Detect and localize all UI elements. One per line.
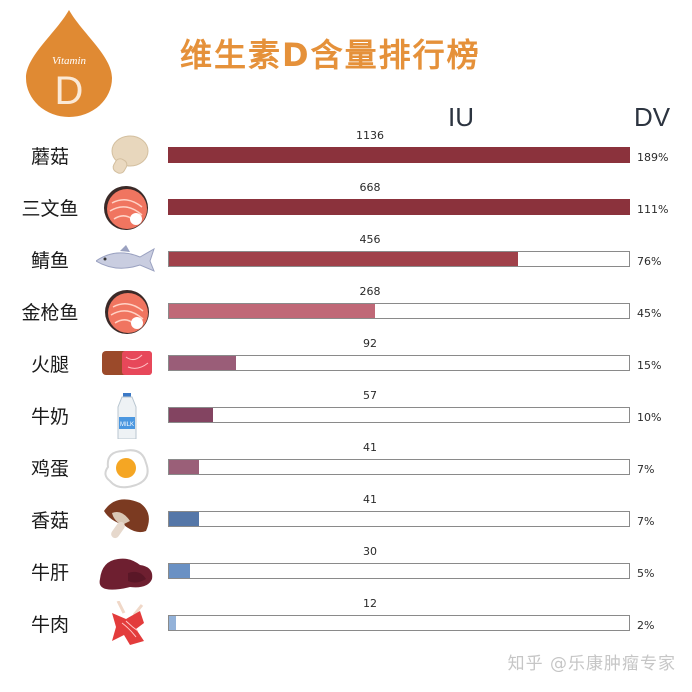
dv-percent: 76%: [637, 255, 662, 268]
iu-value: 1136: [356, 129, 384, 142]
bar-row: 三文鱼 668 111%: [0, 181, 692, 251]
bar-track: [168, 407, 630, 423]
bar-track: [168, 303, 630, 319]
dv-percent: 45%: [637, 307, 662, 320]
iu-value: 668: [359, 181, 381, 194]
bar-track: [168, 147, 630, 163]
bar-track: [168, 355, 630, 371]
logo-letter: D: [55, 69, 84, 113]
dv-percent: 2%: [637, 619, 655, 632]
bar-row: 牛奶 MILK 57 10%: [0, 389, 692, 459]
food-label: 三文鱼: [21, 198, 79, 220]
food-label: 金枪鱼: [21, 302, 79, 324]
logo-top-text: Vitamin: [52, 55, 87, 67]
food-label: 牛肉: [30, 614, 69, 636]
bar-fill: [169, 148, 629, 162]
milk-bottle-icon: MILK: [96, 391, 158, 440]
bar-row: 金枪鱼 268 45%: [0, 285, 692, 355]
bar-track: [168, 563, 630, 579]
bar-track: [168, 459, 630, 475]
dv-percent: 189%: [637, 151, 669, 164]
bar-track: [168, 511, 630, 527]
iu-value: 12: [363, 597, 377, 610]
iu-value: 92: [363, 337, 377, 350]
bar-fill: [169, 408, 213, 422]
mushroom-icon: [96, 133, 158, 179]
bar-track: [168, 251, 630, 267]
watermark: 知乎 @乐康肿瘤专家: [507, 654, 676, 674]
shiitake-icon: [96, 497, 158, 543]
dv-percent: 7%: [637, 515, 655, 528]
food-label: 蘑菇: [30, 146, 69, 168]
dv-percent: 10%: [637, 411, 662, 424]
food-label: 鲭鱼: [30, 250, 69, 272]
bar-row: 香菇 41 7%: [0, 493, 692, 563]
column-header-dv: DV: [634, 102, 671, 132]
iu-value: 57: [363, 389, 377, 402]
bar-fill: [169, 304, 375, 318]
food-label: 牛奶: [30, 406, 69, 428]
beef-liver-icon: [96, 549, 158, 595]
iu-value: 30: [363, 545, 377, 558]
page-title: 维生素D含量排行榜: [180, 36, 481, 74]
iu-value: 268: [359, 285, 381, 298]
food-label: 鸡蛋: [30, 458, 69, 480]
bar-fill: [169, 252, 518, 266]
tuna-steak-icon: [96, 289, 158, 335]
bar-row: 蘑菇 1136 189%: [0, 129, 692, 199]
food-label: 牛肝: [30, 562, 69, 584]
iu-value: 41: [363, 441, 377, 454]
bar-fill: [169, 564, 190, 578]
bar-fill: [169, 616, 176, 630]
bar-fill: [169, 356, 236, 370]
vitamin-d-drop-logo: Vitamin D: [26, 10, 112, 117]
iu-value: 456: [359, 233, 381, 246]
fish-icon: [95, 237, 158, 283]
food-label: 香菇: [30, 510, 69, 532]
column-header-iu: IU: [448, 102, 474, 132]
bar-fill: [169, 200, 629, 214]
dv-percent: 5%: [637, 567, 655, 580]
svg-text:MILK: MILK: [120, 422, 134, 428]
dv-percent: 111%: [637, 203, 669, 216]
bar-track: [168, 199, 630, 215]
bar-row: 火腿 92 15%: [0, 337, 692, 407]
dv-percent: 7%: [637, 463, 655, 476]
dv-percent: 15%: [637, 359, 662, 372]
ham-icon: [96, 341, 158, 387]
fried-egg-icon: [96, 445, 158, 491]
iu-value: 41: [363, 493, 377, 506]
bar-row: 牛肝 30 5%: [0, 545, 692, 615]
salmon-steak-icon: [96, 185, 158, 231]
beef-icon: [96, 600, 158, 647]
food-label: 火腿: [30, 354, 69, 376]
bar-row: 鸡蛋 41 7%: [0, 441, 692, 511]
bar-row: 牛肉 12 2%: [0, 597, 692, 667]
bar-fill: [169, 460, 199, 474]
bar-fill: [169, 512, 199, 526]
bar-track: [168, 615, 630, 631]
bar-row: 鲭鱼 456 76%: [0, 233, 692, 303]
